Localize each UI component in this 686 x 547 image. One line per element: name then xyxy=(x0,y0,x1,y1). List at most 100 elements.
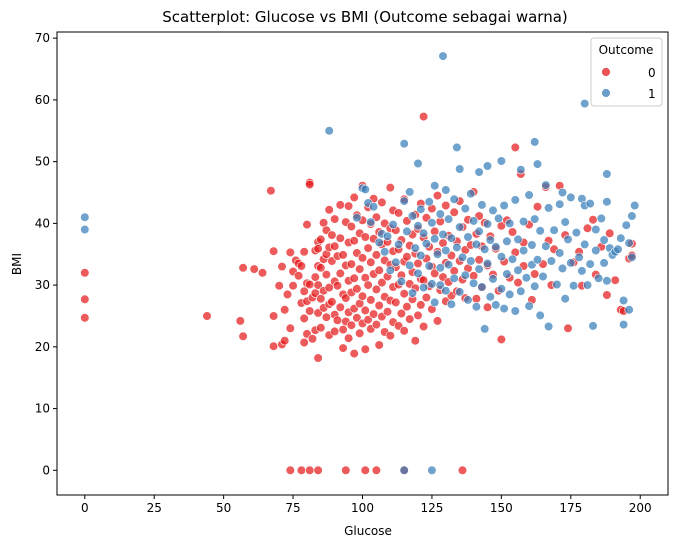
scatter-point-outcome-0 xyxy=(371,284,382,295)
scatter-point-outcome-1 xyxy=(416,250,426,261)
scatter-point-outcome-1 xyxy=(477,200,487,210)
scatter-point-outcome-1 xyxy=(399,139,409,149)
scatter-point-outcome-1 xyxy=(469,216,479,226)
scatter-point-outcome-0 xyxy=(327,297,337,307)
x-tick-label: 0 xyxy=(81,501,89,515)
scatter-point-outcome-0 xyxy=(316,263,326,273)
scatter-point-outcome-1 xyxy=(582,280,593,290)
scatter-point-outcome-0 xyxy=(471,294,482,304)
scatter-point-outcome-1 xyxy=(555,199,565,209)
scatter-point-outcome-0 xyxy=(285,323,295,333)
scatter-point-outcome-0 xyxy=(238,331,248,341)
scatter-point-outcome-1 xyxy=(560,217,570,227)
scatter-point-outcome-0 xyxy=(335,302,345,312)
scatter-point-outcome-0 xyxy=(413,258,423,269)
scatter-point-outcome-1 xyxy=(402,226,412,236)
scatter-point-outcome-0 xyxy=(360,232,370,242)
scatter-point-outcome-0 xyxy=(563,323,573,333)
scatter-point-outcome-1 xyxy=(457,252,468,262)
scatter-point-outcome-0 xyxy=(288,281,298,291)
scatter-point-outcome-0 xyxy=(299,247,309,257)
scatter-point-outcome-1 xyxy=(566,192,576,202)
scatter-point-outcome-0 xyxy=(294,271,304,281)
scatter-point-outcome-1 xyxy=(427,279,437,289)
scatter-point-outcome-1 xyxy=(432,249,443,259)
scatter-point-outcome-1 xyxy=(602,197,612,207)
scatter-point-outcome-1 xyxy=(513,265,523,275)
scatter-point-outcome-0 xyxy=(316,323,326,333)
scatter-point-outcome-1 xyxy=(382,231,393,241)
scatter-point-outcome-1 xyxy=(602,169,612,179)
scatter-point-outcome-1 xyxy=(463,295,473,305)
scatter-point-outcome-1 xyxy=(460,270,470,280)
scatter-point-outcome-1 xyxy=(535,226,545,236)
y-tick-label: 30 xyxy=(35,278,50,292)
scatter-point-outcome-0 xyxy=(360,465,370,475)
scatter-point-outcome-1 xyxy=(541,241,551,251)
scatter-point-outcome-1 xyxy=(482,161,493,171)
scatter-point-outcome-0 xyxy=(610,275,620,285)
scatter-point-outcome-0 xyxy=(482,302,493,312)
y-tick-label: 60 xyxy=(35,93,50,107)
scatter-point-outcome-0 xyxy=(377,278,387,288)
scatter-point-outcome-0 xyxy=(316,294,326,304)
scatter-point-outcome-1 xyxy=(513,234,523,244)
scatter-point-outcome-0 xyxy=(366,295,376,305)
scatter-point-outcome-1 xyxy=(532,159,543,169)
scatter-point-outcome-0 xyxy=(274,281,284,291)
scatter-point-outcome-0 xyxy=(374,340,384,350)
scatter-point-outcome-0 xyxy=(346,259,357,269)
scatter-point-outcome-0 xyxy=(344,333,354,343)
scatter-point-outcome-1 xyxy=(413,268,423,279)
scatter-point-outcome-0 xyxy=(349,273,359,283)
scatter-point-outcome-1 xyxy=(455,164,465,174)
scatter-point-outcome-1 xyxy=(624,305,634,315)
scatter-point-outcome-1 xyxy=(441,245,451,256)
scatter-point-outcome-0 xyxy=(374,265,384,275)
scatter-point-outcome-0 xyxy=(349,192,359,202)
scatter-point-outcome-0 xyxy=(363,315,373,325)
legend-label-0: 0 xyxy=(648,66,656,80)
scatter-point-outcome-1 xyxy=(543,321,554,332)
y-tick-label: 50 xyxy=(35,155,50,169)
scatter-point-outcome-0 xyxy=(299,313,309,324)
scatter-point-outcome-1 xyxy=(435,209,445,219)
scatter-point-outcome-1 xyxy=(571,228,582,238)
x-tick-label: 150 xyxy=(490,501,513,515)
scatter-point-outcome-0 xyxy=(371,465,382,475)
scatter-point-outcome-1 xyxy=(427,465,437,475)
scatter-point-outcome-1 xyxy=(471,239,482,249)
scatter-point-outcome-0 xyxy=(377,197,387,207)
scatter-point-outcome-0 xyxy=(588,215,598,225)
scatter-point-outcome-0 xyxy=(402,302,412,312)
scatter-point-outcome-1 xyxy=(424,197,434,207)
scatter-point-outcome-0 xyxy=(385,331,395,341)
scatter-point-outcome-0 xyxy=(316,234,326,244)
scatter-point-outcome-1 xyxy=(399,465,409,475)
scatter-point-outcome-1 xyxy=(499,304,509,314)
scatter-point-outcome-1 xyxy=(543,203,554,213)
scatter-point-outcome-1 xyxy=(485,235,495,245)
scatter-point-outcome-0 xyxy=(402,252,412,262)
scatter-point-outcome-1 xyxy=(396,276,407,287)
scatter-point-outcome-1 xyxy=(419,228,429,238)
scatter-point-outcome-1 xyxy=(496,252,507,262)
scatter-point-outcome-1 xyxy=(441,185,451,195)
y-tick-label: 70 xyxy=(35,31,50,45)
x-axis-label: Glucose xyxy=(344,524,392,538)
scatter-point-outcome-0 xyxy=(366,257,376,267)
scatter-point-outcome-1 xyxy=(446,233,457,243)
scatter-point-outcome-0 xyxy=(332,281,343,291)
scatter-point-outcome-1 xyxy=(488,205,498,215)
scatter-point-outcome-1 xyxy=(80,224,90,235)
scatter-point-outcome-0 xyxy=(313,353,323,363)
y-tick-label: 0 xyxy=(42,463,50,477)
points-layer xyxy=(80,51,640,475)
scatter-point-outcome-1 xyxy=(524,190,534,200)
scatter-point-outcome-1 xyxy=(557,263,568,274)
scatter-point-outcome-0 xyxy=(280,336,290,346)
scatter-point-outcome-0 xyxy=(430,268,440,279)
x-tick-label: 200 xyxy=(629,501,652,515)
scatter-point-outcome-0 xyxy=(441,200,451,211)
scatter-point-outcome-1 xyxy=(580,98,590,109)
